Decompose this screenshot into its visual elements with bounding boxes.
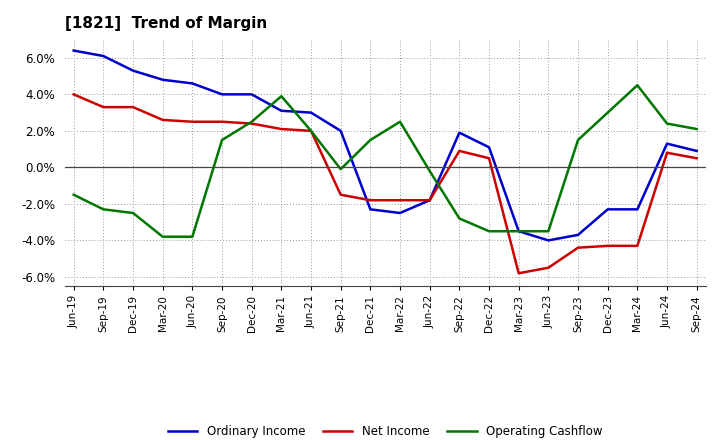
Net Income	[426, 198, 434, 203]
Ordinary Income	[366, 207, 374, 212]
Ordinary Income	[574, 232, 582, 238]
Ordinary Income	[662, 141, 671, 146]
Operating Cashflow	[426, 169, 434, 174]
Operating Cashflow	[603, 110, 612, 115]
Net Income	[366, 198, 374, 203]
Ordinary Income	[485, 145, 493, 150]
Ordinary Income	[307, 110, 315, 115]
Operating Cashflow	[633, 83, 642, 88]
Operating Cashflow	[693, 126, 701, 132]
Net Income	[158, 117, 167, 123]
Operating Cashflow	[485, 229, 493, 234]
Ordinary Income	[603, 207, 612, 212]
Net Income	[514, 271, 523, 276]
Net Income	[662, 150, 671, 155]
Net Income	[633, 243, 642, 249]
Ordinary Income	[633, 207, 642, 212]
Operating Cashflow	[158, 234, 167, 239]
Net Income	[603, 243, 612, 249]
Net Income	[277, 126, 286, 132]
Operating Cashflow	[99, 207, 108, 212]
Operating Cashflow	[307, 128, 315, 133]
Operating Cashflow	[69, 192, 78, 198]
Operating Cashflow	[277, 94, 286, 99]
Net Income	[396, 198, 405, 203]
Operating Cashflow	[396, 119, 405, 125]
Ordinary Income	[188, 81, 197, 86]
Operating Cashflow	[217, 137, 226, 143]
Ordinary Income	[336, 128, 345, 133]
Operating Cashflow	[662, 121, 671, 126]
Net Income	[336, 192, 345, 198]
Net Income	[455, 148, 464, 154]
Net Income	[574, 245, 582, 250]
Net Income	[693, 156, 701, 161]
Ordinary Income	[544, 238, 553, 243]
Operating Cashflow	[455, 216, 464, 221]
Ordinary Income	[217, 92, 226, 97]
Ordinary Income	[514, 229, 523, 234]
Text: [1821]  Trend of Margin: [1821] Trend of Margin	[65, 16, 267, 32]
Line: Ordinary Income: Ordinary Income	[73, 51, 697, 240]
Net Income	[69, 92, 78, 97]
Net Income	[485, 156, 493, 161]
Ordinary Income	[426, 198, 434, 203]
Net Income	[188, 119, 197, 125]
Net Income	[248, 121, 256, 126]
Net Income	[544, 265, 553, 271]
Operating Cashflow	[336, 167, 345, 172]
Operating Cashflow	[544, 229, 553, 234]
Legend: Ordinary Income, Net Income, Operating Cashflow: Ordinary Income, Net Income, Operating C…	[163, 420, 608, 440]
Operating Cashflow	[366, 137, 374, 143]
Ordinary Income	[129, 68, 138, 73]
Ordinary Income	[99, 53, 108, 59]
Ordinary Income	[396, 210, 405, 216]
Ordinary Income	[158, 77, 167, 82]
Ordinary Income	[455, 130, 464, 136]
Operating Cashflow	[514, 229, 523, 234]
Ordinary Income	[69, 48, 78, 53]
Ordinary Income	[693, 148, 701, 154]
Ordinary Income	[248, 92, 256, 97]
Net Income	[217, 119, 226, 125]
Net Income	[307, 128, 315, 133]
Line: Net Income: Net Income	[73, 94, 697, 273]
Line: Operating Cashflow: Operating Cashflow	[73, 85, 697, 237]
Operating Cashflow	[129, 210, 138, 216]
Ordinary Income	[277, 108, 286, 114]
Operating Cashflow	[574, 137, 582, 143]
Operating Cashflow	[188, 234, 197, 239]
Operating Cashflow	[248, 119, 256, 125]
Net Income	[129, 104, 138, 110]
Net Income	[99, 104, 108, 110]
